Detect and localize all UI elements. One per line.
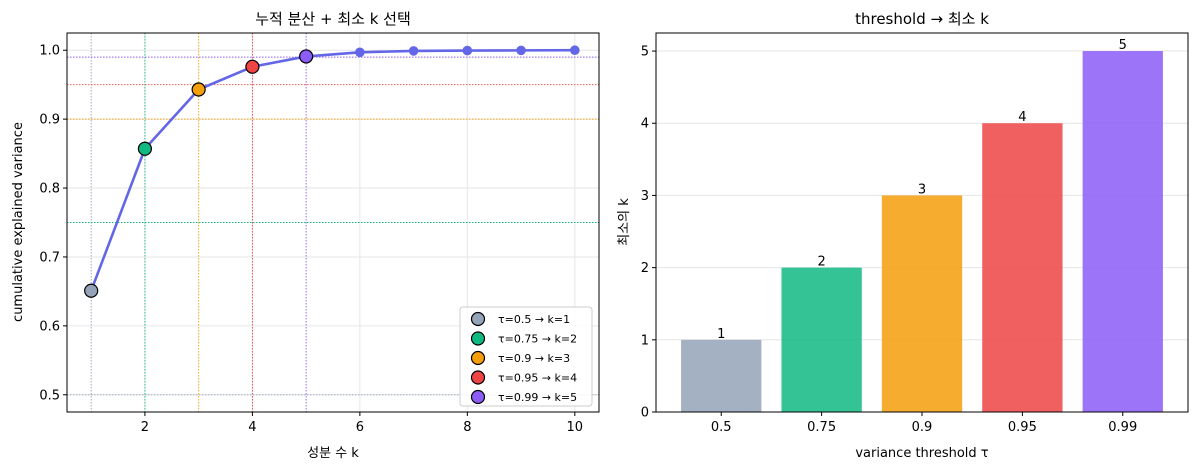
left-y-tick-label: 0.5: [39, 388, 60, 403]
cumulative-variance-line: [89, 48, 575, 292]
left-x-tick-label: 4: [248, 420, 256, 435]
legend-label: τ=0.5 → k=1: [498, 313, 570, 326]
right-bars: 1 2 3 4 5: [681, 38, 1163, 413]
left-x-tick-label: 6: [356, 420, 364, 435]
legend-label: τ=0.75 → k=2: [498, 333, 577, 346]
right-y-tick-label: 5: [641, 45, 649, 60]
bar-value-label: 1: [717, 327, 725, 342]
left-legend: τ=0.5 → k=1 τ=0.75 → k=2 τ=0.9 → k=3 τ=0.95…: [459, 306, 593, 407]
bar: [982, 123, 1063, 412]
data-point: [570, 45, 580, 56]
left-y-axis-label: cumulative explained variance: [11, 122, 26, 322]
left-y-tick-label: 1.0: [39, 44, 60, 59]
data-point: [408, 46, 419, 56]
left-x-ticks: 2 4 6 8 10: [141, 412, 583, 435]
threshold-marker: [137, 141, 153, 156]
data-point: [462, 45, 473, 56]
bar: [781, 267, 862, 412]
right-x-ticks: 0.5 0.75 0.9 0.95 0.99: [711, 412, 1137, 435]
bar: [881, 195, 963, 412]
bar: [681, 339, 762, 412]
right-y-axis-label: 최소의 k: [617, 198, 632, 246]
right-x-tick-label: 0.5: [711, 420, 732, 435]
right-y-tick-label: 3: [641, 189, 649, 204]
legend-marker: [470, 389, 486, 405]
left-y-tick-label: 0.8: [39, 182, 60, 197]
bar-value-label: 3: [918, 182, 926, 197]
threshold-marker: [299, 49, 314, 64]
right-x-tick-label: 0.95: [1008, 420, 1037, 435]
right-x-axis-label: variance threshold τ: [855, 446, 988, 461]
right-x-tick-label: 0.75: [807, 420, 836, 435]
right-x-tick-label: 0.9: [912, 420, 933, 435]
bar-value-label: 2: [817, 255, 825, 270]
left-y-tick-label: 0.7: [39, 250, 60, 265]
right-x-tick-label: 0.99: [1108, 420, 1137, 435]
left-x-tick-label: 2: [141, 420, 149, 435]
left-plot-frame: [66, 32, 600, 413]
legend-marker: [470, 350, 486, 366]
right-y-tick-label: 2: [641, 261, 649, 276]
legend-marker: [470, 331, 486, 346]
right-chart-title: threshold → 최소 k: [855, 10, 989, 28]
left-chart-title: 누적 분산 + 최소 k 선택: [255, 10, 411, 28]
left-y-tick-label: 0.9: [39, 113, 60, 128]
bar-value-label: 5: [1119, 38, 1127, 53]
data-point: [516, 45, 526, 56]
left-series: [84, 45, 580, 298]
right-y-tick-label: 4: [641, 117, 649, 132]
threshold-marker: [191, 82, 206, 97]
bar-value-label: 4: [1018, 110, 1026, 125]
cumulative-variance-chart: 누적 분산 + 최소 k 선택 2 4 6 8 10 0.5 0.6 0.7 0.8 0.9 1.…: [11, 10, 600, 461]
threshold-marker: [84, 283, 99, 298]
legend-marker: [470, 370, 486, 385]
left-x-tick-label: 10: [567, 420, 584, 435]
left-y-tick-label: 0.6: [39, 319, 60, 334]
left-x-axis-label: 성분 수 k: [307, 446, 359, 461]
data-point: [355, 47, 365, 58]
left-x-tick-label: 8: [463, 420, 471, 435]
legend-label: τ=0.99 → k=5: [498, 391, 577, 404]
right-y-ticks: 0 1 2 3 4 5: [641, 45, 656, 421]
right-y-tick-label: 0: [641, 406, 649, 421]
threshold-k-bar-chart: threshold → 최소 k 1 2 3 4 5 0.5 0.75 0.9 0.95 0.9…: [617, 10, 1189, 461]
legend-label: τ=0.95 → k=4: [498, 372, 577, 385]
legend-marker: [470, 311, 486, 327]
right-y-tick-label: 1: [641, 333, 649, 348]
legend-label: τ=0.9 → k=3: [498, 352, 570, 365]
left-y-ticks: 0.5 0.6 0.7 0.8 0.9 1.0: [39, 44, 67, 403]
bar: [1082, 51, 1163, 413]
threshold-marker: [245, 59, 260, 74]
legend-box: [459, 306, 593, 407]
